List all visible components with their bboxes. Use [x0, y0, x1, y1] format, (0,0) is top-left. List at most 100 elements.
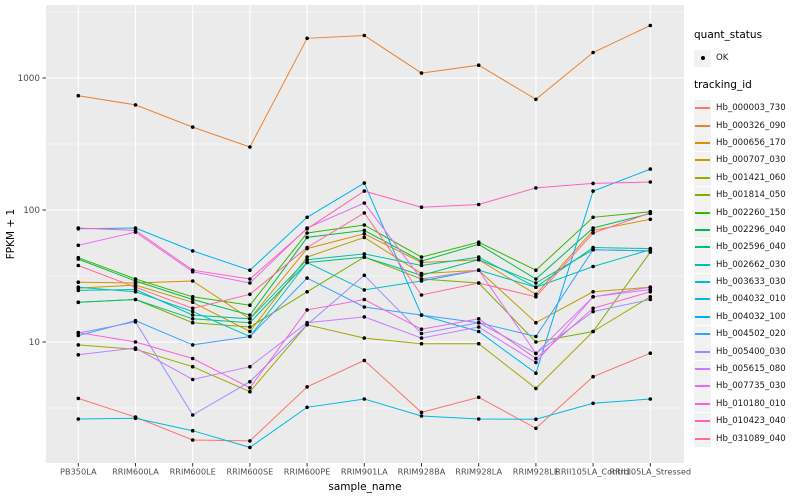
data-point — [76, 226, 81, 230]
data-point — [133, 279, 138, 283]
data-point — [534, 295, 538, 299]
data-point — [248, 268, 252, 273]
point-key-swatch — [694, 49, 711, 67]
y-tick-label: 1000 — [18, 74, 41, 84]
data-point — [76, 257, 81, 261]
legend-item-label: Hb_001814_050 — [716, 190, 786, 201]
data-point — [305, 260, 309, 265]
data-point — [76, 285, 81, 290]
data-point — [362, 252, 367, 256]
data-point — [591, 295, 595, 299]
legend-item-Hb_004032_100: Hb_004032_100 — [694, 308, 798, 326]
data-point — [476, 329, 481, 334]
data-point — [534, 281, 538, 285]
data-point — [248, 364, 252, 369]
legend-item-label: Hb_002662_030 — [716, 259, 786, 270]
data-point — [305, 231, 309, 235]
line-key-swatch — [694, 290, 711, 308]
data-point — [362, 288, 367, 292]
data-point — [591, 374, 595, 379]
data-point — [305, 385, 309, 389]
legend-item-Hb_002296_040: Hb_002296_040 — [694, 221, 798, 239]
data-point — [248, 439, 252, 443]
data-point — [190, 268, 195, 273]
series-color-line-icon — [695, 333, 710, 336]
legend-item-label: Hb_002596_040 — [716, 242, 786, 253]
data-point — [534, 285, 538, 290]
x-tick-label: RRIM928LA — [455, 467, 502, 477]
data-point — [190, 377, 195, 382]
data-point — [362, 297, 367, 302]
legend-item-Hb_031089_040: Hb_031089_040 — [694, 430, 798, 448]
data-point — [648, 290, 653, 294]
data-point — [476, 281, 481, 285]
data-point — [248, 379, 252, 384]
data-point — [419, 410, 424, 415]
data-point — [248, 145, 252, 149]
data-point — [190, 438, 195, 442]
data-point — [534, 186, 538, 190]
data-points — [76, 23, 653, 450]
series-color-line-icon — [695, 437, 710, 440]
line-key-swatch — [694, 99, 711, 117]
data-point — [419, 263, 424, 268]
data-point — [476, 257, 481, 262]
legend-item-label: Hb_004502_020 — [716, 329, 786, 340]
line-key-swatch — [694, 238, 711, 256]
legend-item-label: Hb_000707_030 — [716, 155, 786, 166]
data-point — [190, 313, 195, 317]
legend-item-label: Hb_010423_040 — [716, 416, 786, 427]
data-point — [305, 235, 309, 240]
data-point — [190, 297, 195, 302]
data-point — [76, 353, 81, 357]
series-color-line-icon — [695, 368, 710, 371]
data-point — [476, 325, 481, 329]
legend-item-label: Hb_010180_010 — [716, 398, 786, 409]
data-point — [591, 401, 595, 406]
x-tick-label: RRIM600LE — [170, 467, 216, 477]
line-key-swatch — [694, 325, 711, 343]
data-point — [419, 293, 424, 297]
data-point — [76, 343, 81, 347]
data-point — [190, 295, 195, 299]
data-point — [133, 285, 138, 290]
legend-item-Hb_001421_060: Hb_001421_060 — [694, 169, 798, 187]
legend-item-label: Hb_003633_030 — [716, 277, 786, 288]
legend-item-Hb_002260_150: Hb_002260_150 — [694, 204, 798, 222]
data-point — [648, 351, 653, 356]
series-color-line-icon — [695, 246, 710, 249]
data-point — [248, 303, 252, 308]
data-point — [190, 249, 195, 253]
data-point — [648, 23, 653, 28]
data-point — [476, 268, 481, 273]
series-color-line-icon — [695, 228, 710, 231]
data-point — [305, 290, 309, 294]
data-point — [76, 243, 81, 248]
data-point — [362, 228, 367, 233]
data-point — [248, 313, 252, 317]
data-point — [419, 327, 424, 332]
data-point — [133, 297, 138, 302]
data-point — [419, 273, 424, 278]
data-point — [591, 231, 595, 235]
series-color-line-icon — [695, 159, 710, 162]
series-color-line-icon — [695, 107, 710, 110]
line-key-swatch — [694, 134, 711, 152]
line-key-swatch — [694, 377, 711, 395]
data-point — [248, 281, 252, 285]
axis-ticks — [42, 77, 651, 467]
data-point — [591, 264, 595, 269]
data-point — [648, 297, 653, 302]
series-color-line-icon — [695, 350, 710, 353]
data-point — [190, 343, 195, 347]
data-point — [534, 426, 538, 431]
line-key-swatch — [694, 186, 711, 204]
data-point — [76, 263, 81, 268]
data-point — [248, 389, 252, 394]
data-point — [305, 320, 309, 325]
x-tick-labels: PB350LA RRIM600LA RRIM600LE RRIM600SE RRIM60… — [60, 467, 691, 477]
data-point — [190, 428, 195, 433]
data-point — [591, 226, 595, 230]
legend-item-label: Hb_000003_730 — [716, 103, 786, 114]
